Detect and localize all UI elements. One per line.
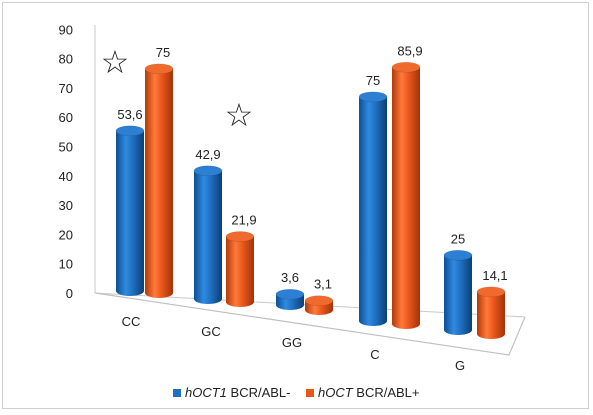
- data-label-series-2: 3,1: [314, 277, 332, 292]
- bar-series-2-C: [391, 61, 421, 329]
- category-labels-group: CC GC GG C G: [122, 314, 465, 373]
- data-label-series-2: 75: [156, 45, 170, 60]
- legend-label-series-1: hOCT1 BCR/ABL-: [185, 385, 290, 400]
- y-tick-label: 50: [59, 140, 73, 155]
- data-label-series-2: 85,9: [397, 43, 422, 58]
- legend: hOCT1 BCR/ABL- hOCT BCR/ABL+: [173, 385, 420, 400]
- y-tick-label: 70: [59, 81, 73, 96]
- bar-series-1-GG: [275, 288, 305, 310]
- bar-series-2-CC: [144, 63, 174, 298]
- star-annotation: ☆: [101, 44, 130, 80]
- category-label: C: [370, 347, 379, 362]
- bar-series-1-C: [358, 91, 388, 326]
- y-tick-label: 60: [59, 110, 73, 125]
- category-label: GC: [201, 324, 221, 339]
- y-tick-label: 10: [59, 257, 73, 272]
- y-tick-label: 20: [59, 227, 73, 242]
- y-tick-label: 90: [59, 22, 73, 37]
- bar-series-2-GG: [304, 295, 334, 315]
- data-label-series-2: 14,1: [482, 268, 507, 283]
- data-label-series-1: 42,9: [195, 147, 220, 162]
- x-axis-line: [94, 292, 526, 356]
- data-label-series-1: 3,6: [281, 270, 299, 285]
- bar-series-1-G: [443, 249, 473, 335]
- bar-series-1-CC: [115, 125, 145, 296]
- bar-series-2-GC: [225, 231, 255, 307]
- chart-frame: 0 10 20 30 40 50 60 70 80 90 53,6 75 42,9 21,9 3,6 3,1…: [2, 2, 589, 409]
- y-tick-label: 80: [59, 52, 73, 67]
- y-tick-label: 0: [66, 286, 73, 301]
- category-label: G: [455, 358, 465, 373]
- data-label-series-1: 25: [451, 231, 465, 246]
- legend-swatch-series-1: [173, 389, 181, 397]
- annotations-group: ☆☆: [101, 44, 254, 133]
- data-labels-group: 53,6 75 42,9 21,9 3,6 3,1 75 85,9 25 14,1: [117, 43, 507, 291]
- category-label: GG: [282, 335, 302, 350]
- data-label-series-1: 53,6: [117, 107, 142, 122]
- data-label-series-2: 21,9: [231, 213, 256, 228]
- category-label: CC: [122, 314, 141, 329]
- legend-swatch-series-2: [306, 389, 314, 397]
- bar-series-2-G: [476, 286, 506, 339]
- bar-chart: 0 10 20 30 40 50 60 70 80 90 53,6 75 42,9 21,9 3,6 3,1…: [59, 22, 526, 400]
- legend-label-series-2: hOCT BCR/ABL+: [318, 385, 420, 400]
- y-axis-ticks: 0 10 20 30 40 50 60 70 80 90: [59, 22, 73, 301]
- y-tick-label: 40: [59, 169, 73, 184]
- bar-series-1-GC: [193, 165, 223, 304]
- data-label-series-1: 75: [366, 73, 380, 88]
- bars-group: [115, 61, 506, 339]
- y-tick-label: 30: [59, 198, 73, 213]
- star-annotation: ☆: [225, 97, 254, 133]
